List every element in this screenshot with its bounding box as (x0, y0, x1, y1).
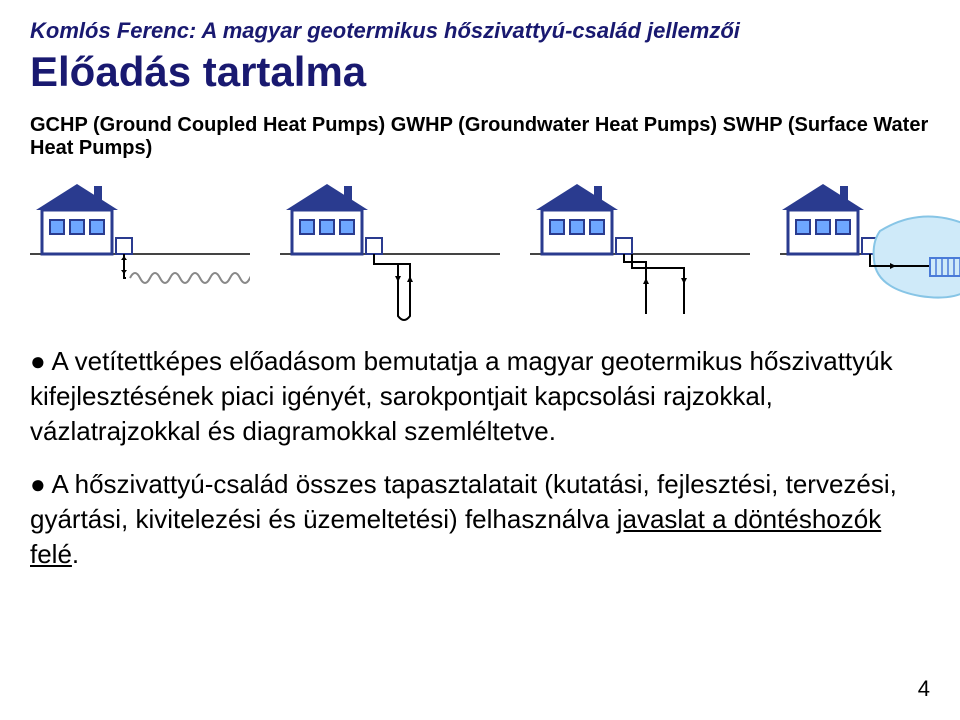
diagram-gwhp-well (530, 176, 750, 326)
header-line: Komlós Ferenc: A magyar geotermikus hősz… (30, 18, 930, 44)
slide-title: Előadás tartalma (30, 48, 930, 96)
bullets: ● A vetítettképes előadásom bemutatja a … (30, 344, 930, 573)
diagram-row (30, 176, 930, 326)
page-number: 4 (918, 676, 930, 702)
subtitle: GCHP (Ground Coupled Heat Pumps) GWHP (G… (30, 114, 930, 160)
diagram-gchp-horizontal (30, 176, 250, 326)
bullet-2: ● A hőszivattyú-család összes tapasztala… (30, 467, 930, 572)
slide: Komlós Ferenc: A magyar geotermikus hősz… (0, 0, 960, 720)
diagram-swhp-water (780, 176, 960, 326)
bullet-2-post: . (72, 539, 79, 569)
diagram-gchp-vertical (280, 176, 500, 326)
bullet-1: ● A vetítettképes előadásom bemutatja a … (30, 344, 930, 449)
